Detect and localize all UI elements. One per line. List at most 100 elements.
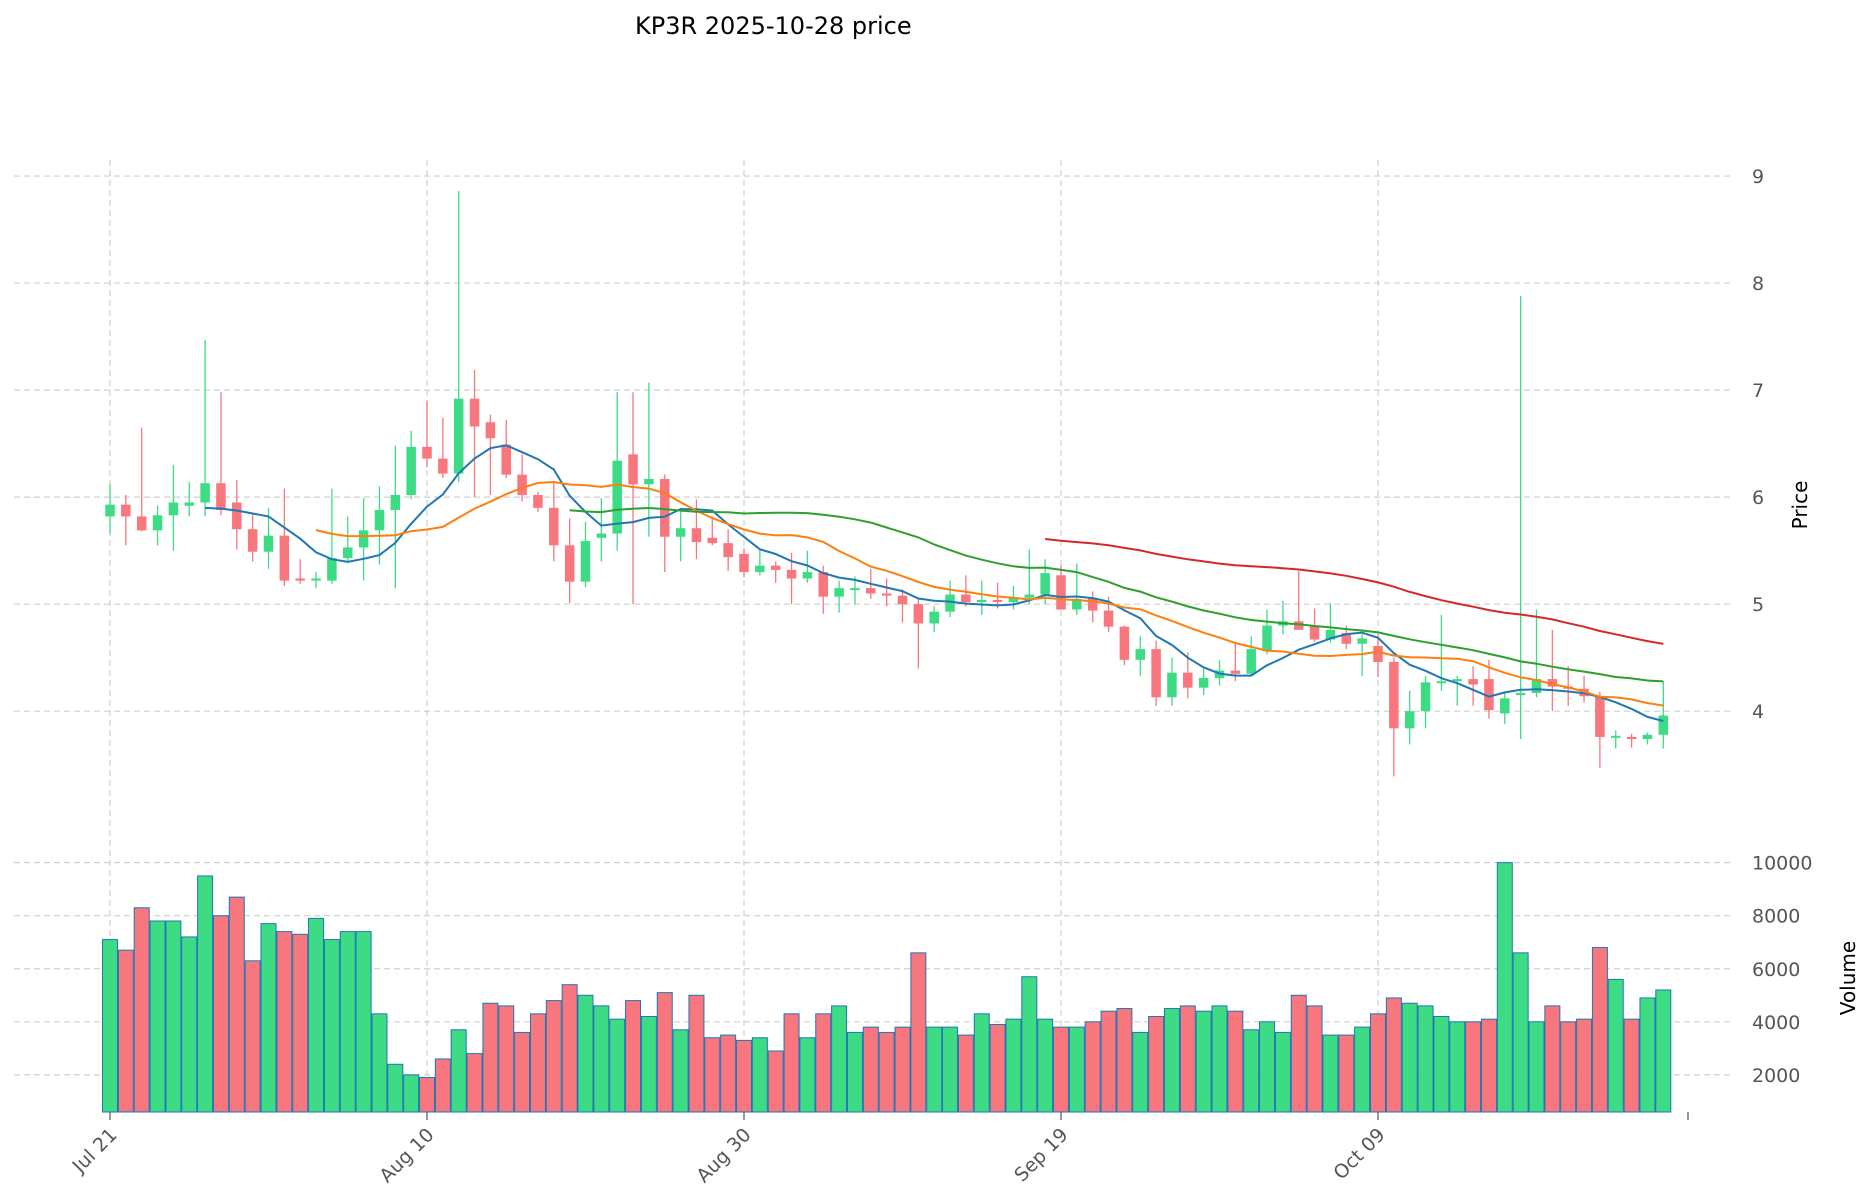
volume-bar bbox=[546, 1001, 561, 1112]
volume-bar bbox=[816, 1014, 831, 1112]
volume-bar bbox=[1180, 1006, 1195, 1112]
candle-body bbox=[185, 503, 195, 506]
candle-body bbox=[628, 454, 638, 484]
volume-bar bbox=[752, 1038, 767, 1112]
volume-bar bbox=[499, 1006, 514, 1112]
candle-body bbox=[771, 566, 781, 570]
candle-body bbox=[1262, 626, 1272, 652]
candle-body bbox=[692, 528, 702, 542]
volume-bar bbox=[673, 1030, 688, 1112]
price-tick-label: 6 bbox=[1752, 487, 1764, 509]
volume-bar bbox=[134, 908, 149, 1112]
x-tick-label: Sep 19 bbox=[1010, 1124, 1072, 1186]
candle-body bbox=[454, 399, 464, 474]
candle-body bbox=[834, 588, 844, 597]
volume-bar bbox=[1434, 1017, 1449, 1112]
candle-body bbox=[1643, 735, 1653, 739]
volume-bar bbox=[388, 1064, 403, 1112]
volume-bar bbox=[1291, 995, 1306, 1112]
volume-bar bbox=[1101, 1011, 1116, 1112]
candle-body bbox=[1104, 611, 1114, 627]
candle-body bbox=[1468, 679, 1478, 684]
volume-bar bbox=[1054, 1027, 1069, 1112]
ma7-line bbox=[205, 445, 1663, 721]
volume-bar bbox=[245, 961, 260, 1112]
volume-bar bbox=[1085, 1022, 1100, 1112]
candle-body bbox=[961, 595, 971, 602]
volume-bar bbox=[927, 1027, 942, 1112]
volume-bar bbox=[1323, 1035, 1338, 1112]
candle-body bbox=[153, 515, 163, 530]
candle-body bbox=[1627, 737, 1637, 739]
volume-axis-title: Volume bbox=[1836, 941, 1860, 1015]
volume-bar bbox=[1164, 1009, 1179, 1112]
volume-bar bbox=[309, 918, 324, 1112]
volume-bar bbox=[277, 932, 292, 1112]
candle-body bbox=[1595, 696, 1605, 737]
candle-body bbox=[945, 595, 955, 612]
candle-body bbox=[327, 558, 337, 580]
volume-bar bbox=[467, 1054, 482, 1112]
candle-body bbox=[1040, 573, 1050, 594]
ma30-line bbox=[570, 508, 1664, 681]
volume-bar bbox=[103, 940, 118, 1112]
candle-body bbox=[486, 422, 496, 438]
volume-bar bbox=[1466, 1022, 1481, 1112]
candle-body bbox=[169, 503, 179, 516]
volume-bar bbox=[182, 937, 197, 1112]
candle-body bbox=[295, 578, 305, 580]
candle-body bbox=[1516, 693, 1526, 695]
candle-body bbox=[1453, 679, 1463, 681]
candle-body bbox=[565, 545, 575, 581]
volume-bar bbox=[213, 916, 228, 1112]
volume-bar bbox=[1497, 863, 1512, 1112]
candle-body bbox=[1659, 715, 1669, 734]
ma14-line bbox=[316, 482, 1663, 706]
volume-bar bbox=[1450, 1022, 1465, 1112]
candle-body bbox=[311, 578, 321, 580]
volume-bar bbox=[1260, 1022, 1275, 1112]
candle-body bbox=[406, 447, 416, 495]
volume-bar bbox=[1228, 1011, 1243, 1112]
volume-bar bbox=[435, 1059, 450, 1112]
price-chart: KP3R 2025-10-28 price 4 5 6 7 8 9 2000 4000 6000… bbox=[0, 0, 1867, 1202]
candle-body bbox=[914, 604, 924, 623]
volume-tick-label: 8000 bbox=[1752, 906, 1800, 928]
volume-bar bbox=[594, 1006, 609, 1112]
volume-bar bbox=[166, 921, 181, 1112]
candle-body bbox=[787, 570, 797, 579]
volume-bar bbox=[1117, 1009, 1132, 1112]
volume-bar bbox=[832, 1006, 847, 1112]
candle-body bbox=[216, 483, 226, 510]
candle-body bbox=[1357, 638, 1367, 643]
candle-body bbox=[280, 536, 290, 581]
volume-bar bbox=[768, 1051, 783, 1112]
volume-bar bbox=[1418, 1006, 1433, 1112]
price-tick-label: 9 bbox=[1752, 166, 1764, 188]
candle-body bbox=[533, 495, 543, 508]
x-tick-label: Oct 09 bbox=[1329, 1124, 1389, 1184]
price-tick-label: 7 bbox=[1752, 380, 1764, 402]
price-tick-label: 4 bbox=[1752, 701, 1764, 723]
price-tick-label: 8 bbox=[1752, 273, 1764, 295]
chart-title: KP3R 2025-10-28 price bbox=[635, 12, 912, 40]
volume-bar bbox=[1355, 1027, 1370, 1112]
volume-bar bbox=[800, 1038, 815, 1112]
candle-body bbox=[644, 479, 654, 484]
candle-body bbox=[343, 547, 353, 558]
candle-body bbox=[898, 596, 908, 605]
candle-body bbox=[660, 479, 670, 537]
candlesticks bbox=[105, 191, 1668, 776]
candle-body bbox=[1373, 646, 1383, 662]
volume-bar bbox=[372, 1014, 387, 1112]
volume-bar bbox=[784, 1014, 799, 1112]
candle-body bbox=[1199, 678, 1209, 688]
volume-bar bbox=[1513, 953, 1528, 1112]
volume-bar bbox=[324, 940, 339, 1112]
volume-bar bbox=[1069, 1027, 1084, 1112]
volume-bar bbox=[356, 932, 371, 1112]
volume-bar bbox=[1529, 1022, 1544, 1112]
volume-bar bbox=[198, 876, 213, 1112]
candle-body bbox=[929, 612, 939, 624]
candle-body bbox=[438, 459, 448, 474]
